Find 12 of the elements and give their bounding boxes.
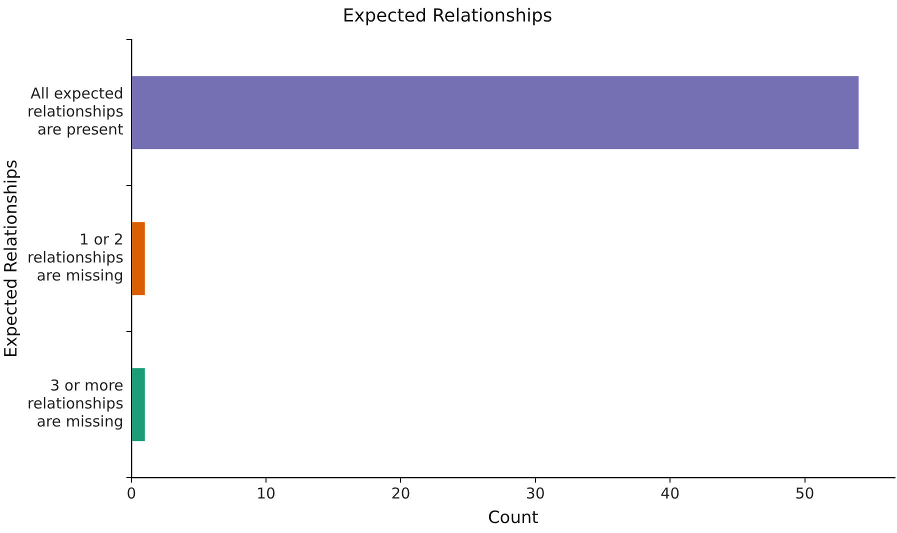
y-tick-label: 3 or more relationships are missing [27, 376, 124, 430]
x-tick-label: 0 [126, 484, 136, 502]
x-tick-label: 10 [256, 484, 276, 502]
x-tick-label: 40 [660, 484, 680, 502]
y-tick-label: 1 or 2 relationships are missing [27, 230, 124, 284]
x-tick-label: 30 [526, 484, 545, 502]
x-tick-label: 20 [391, 484, 410, 502]
x-tick-label: 50 [795, 484, 814, 502]
chart-title: Expected Relationships [342, 5, 552, 26]
y-tick-label: All expected relationships are present [27, 84, 124, 138]
y-axis-title: Expected Relationships [2, 159, 22, 358]
x-axis-title: Count [488, 508, 539, 528]
